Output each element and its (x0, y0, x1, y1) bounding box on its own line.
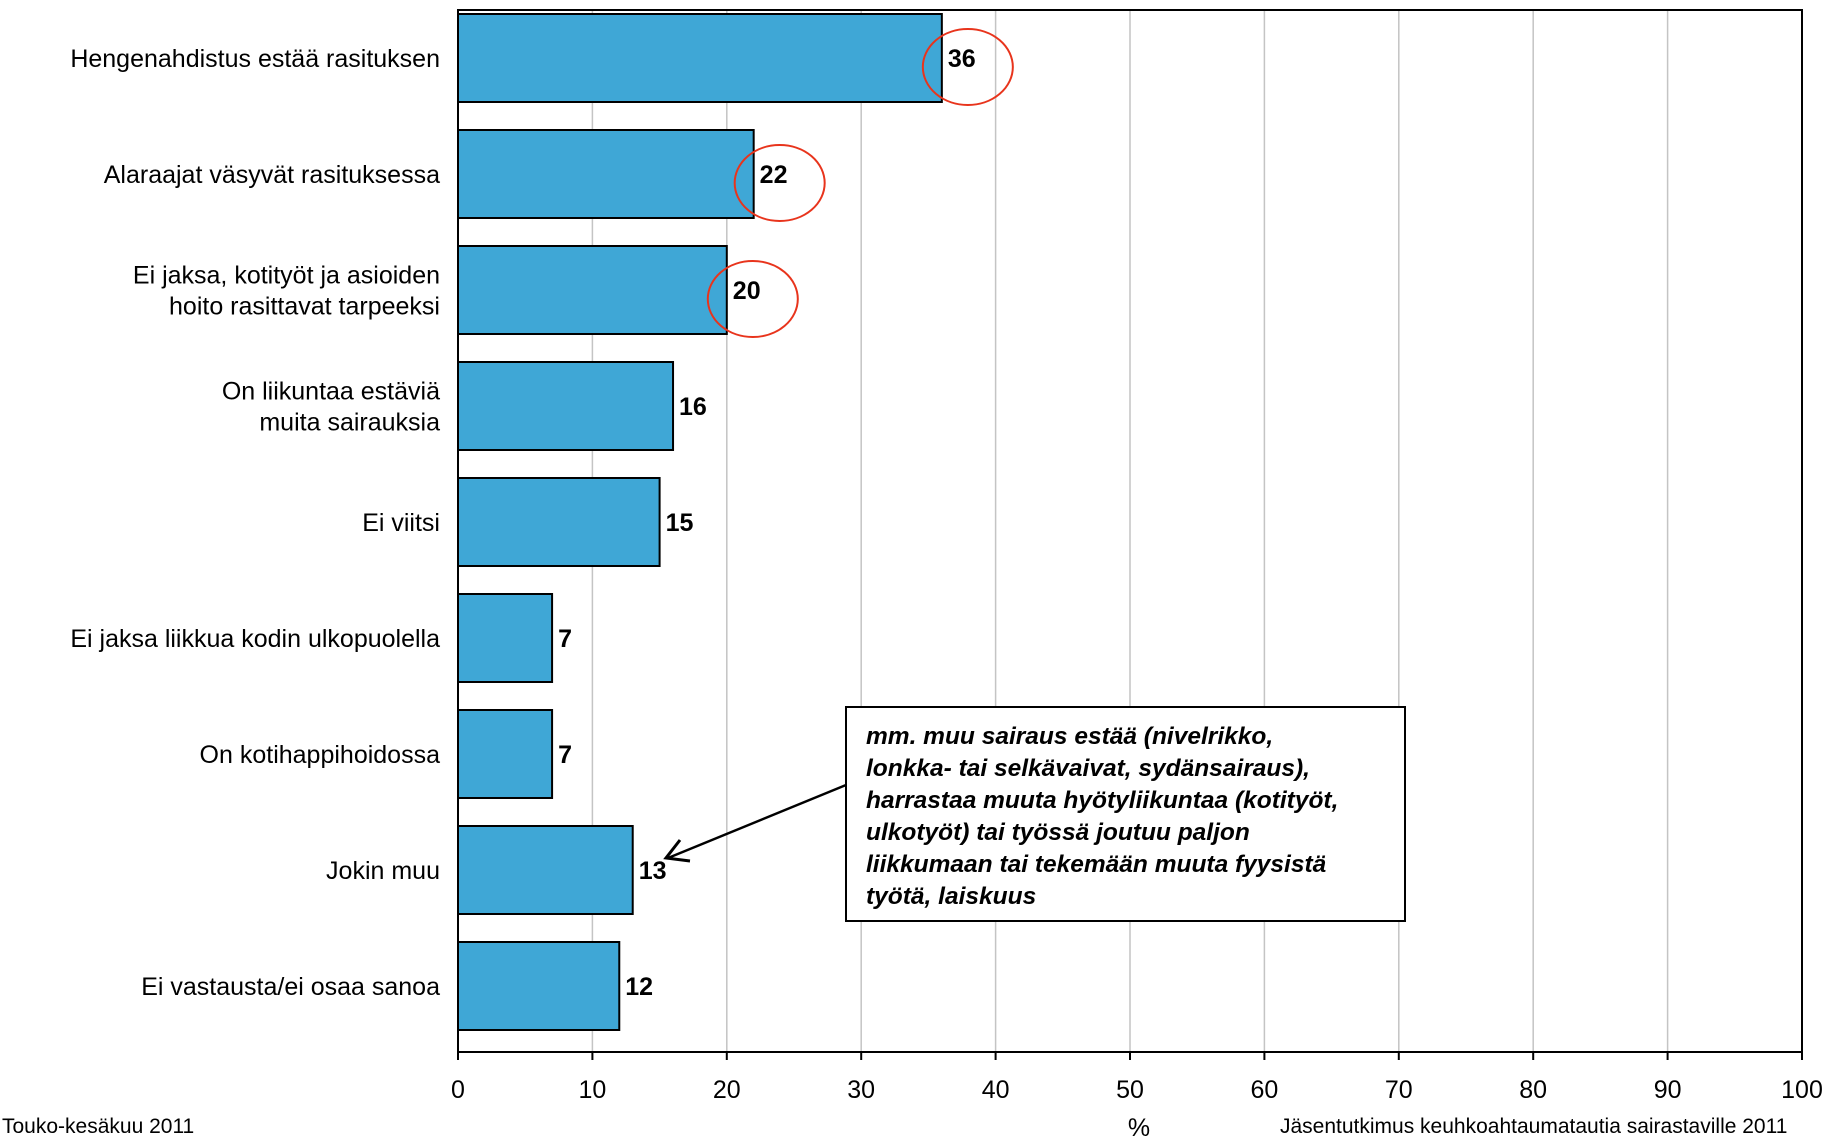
x-tick-label: 20 (713, 1076, 741, 1104)
annotation: mm. muu sairaus estää (nivelrikko, lonkka… (663, 706, 1406, 922)
category-label: On liikuntaa estäviä muita sairauksia (222, 378, 440, 437)
bar (457, 593, 554, 683)
value-label: 15 (666, 509, 694, 537)
category-label: Alaraajat väsyvät rasituksessa (104, 161, 440, 189)
annotation-box (845, 706, 1406, 922)
bar (457, 709, 554, 799)
category-label: Ei viitsi (362, 509, 440, 537)
value-label: 20 (733, 277, 761, 305)
annotation-arrowhead (663, 839, 691, 863)
x-tick-label: 30 (847, 1076, 875, 1104)
category-label: Ei vastausta/ei osaa sanoa (141, 973, 440, 1001)
annotation-arrow-line (667, 783, 847, 860)
bar (457, 825, 634, 915)
x-tick-label: 90 (1654, 1076, 1682, 1104)
bar (457, 361, 675, 451)
x-tick-label: 50 (1116, 1076, 1144, 1104)
value-label: 12 (625, 973, 653, 1001)
footer-left: Touko-kesäkuu 2011 (2, 1115, 194, 1136)
x-tick-label: 40 (982, 1076, 1010, 1104)
value-label: 22 (760, 161, 788, 189)
bar (457, 477, 661, 567)
value-label: 16 (679, 393, 707, 421)
x-tick-label: 100 (1781, 1076, 1823, 1104)
x-tick-label: 10 (578, 1076, 606, 1104)
bar (457, 13, 943, 103)
highlight-circle (921, 28, 1014, 106)
value-labels: 36 22 20 16 15 7 7 13 12 (558, 45, 976, 1001)
category-labels: Hengenahdistus estää rasituksen Alaraajat… (70, 45, 440, 1001)
x-tick-label: 80 (1519, 1076, 1547, 1104)
category-label: On kotihappihoidossa (200, 741, 441, 769)
annotation-text: mm. muu sairaus estää (nivelrikko, lonkka… (866, 723, 1338, 910)
footer-right: Jäsentutkimus keuhkoahtaumatautia sairas… (1280, 1115, 1787, 1136)
x-tick-label: 60 (1250, 1076, 1278, 1104)
bar (457, 245, 728, 335)
highlight-circle (733, 144, 826, 222)
value-label: 36 (948, 45, 976, 73)
highlight-circles (706, 28, 1014, 338)
category-label: Ei jaksa liikkua kodin ulkopuolella (70, 625, 440, 653)
value-label: 7 (558, 625, 572, 653)
bars (457, 13, 943, 1031)
x-axis: 0 10 20 30 40 50 60 70 80 90 100 (451, 1052, 1823, 1104)
value-label: 13 (639, 857, 667, 885)
category-label: Hengenahdistus estää rasituksen (70, 45, 440, 73)
category-label: Jokin muu (326, 857, 440, 885)
category-label: Ei jaksa, kotityöt ja asioiden hoito rasi… (133, 262, 440, 321)
highlight-circle (706, 260, 799, 338)
bar (457, 941, 621, 1031)
x-axis-title: % (1128, 1114, 1150, 1136)
x-tick-label: 70 (1385, 1076, 1413, 1104)
value-label: 7 (558, 741, 572, 769)
bar (457, 129, 755, 219)
x-tick-label: 0 (451, 1076, 465, 1104)
